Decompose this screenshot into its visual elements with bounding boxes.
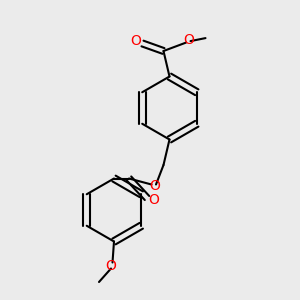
Text: O: O [148, 193, 159, 206]
Text: O: O [183, 33, 194, 47]
Text: O: O [130, 34, 141, 48]
Text: O: O [106, 259, 116, 273]
Text: O: O [149, 179, 160, 193]
